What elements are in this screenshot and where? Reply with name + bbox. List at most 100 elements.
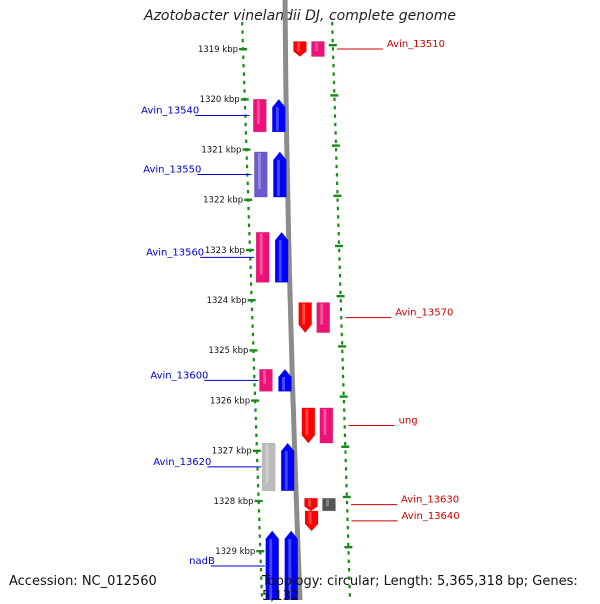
left-ruler-dot — [243, 89, 246, 93]
gene-avin-13550-box — [254, 151, 268, 198]
left-ruler-dot — [246, 190, 250, 194]
left-ruler-dot — [252, 358, 255, 362]
gene-nadb-arrow — [284, 530, 299, 600]
right-ruler-dot — [336, 206, 339, 211]
right-ruler-dot — [338, 274, 342, 278]
kbp-tick-label: 1319 kbp — [198, 45, 238, 55]
kbp-tick — [247, 299, 256, 302]
right-ruler-dot — [340, 316, 343, 320]
gene-avin-13540-box-shine — [256, 100, 260, 124]
left-ruler-dot — [247, 206, 250, 211]
left-ruler-dot — [242, 72, 245, 76]
left-ruler-dot — [255, 442, 258, 446]
gene-avin-13640-arrow — [304, 510, 319, 532]
right-ruler-dot — [332, 72, 335, 76]
right-ruler-dot — [345, 500, 349, 505]
kbp-tick-label: 1323 kbp — [205, 246, 245, 256]
right-ruler-dot — [335, 173, 338, 177]
gene-avin-13510-arrow — [293, 41, 307, 57]
kbp-tick — [254, 499, 263, 503]
right-ruler-dot — [334, 131, 337, 135]
left-ruler-dot — [248, 232, 251, 236]
right-ruler-dot — [332, 64, 335, 68]
gene-ung-label: ung — [399, 416, 418, 427]
right-ruler-dot — [341, 366, 344, 370]
left-ruler-dot — [242, 64, 245, 68]
left-ruler-dot — [252, 341, 255, 345]
kbp-tick — [249, 349, 258, 352]
left-ruler-dot — [258, 534, 261, 538]
left-ruler-dot — [250, 282, 253, 286]
left-ruler-dot — [245, 139, 248, 143]
kbp-tick-label: 1321 kbp — [201, 145, 241, 155]
right-ruler-tick — [344, 546, 353, 549]
right-ruler-dot — [336, 181, 339, 185]
right-ruler-dot — [342, 374, 345, 379]
map-title: Azotobacter vinelandii DJ, complete geno… — [144, 8, 456, 24]
gene-avin-13510-box — [311, 41, 325, 57]
right-ruler-dot — [334, 139, 337, 143]
left-ruler-dot — [250, 290, 253, 295]
left-ruler-dot — [250, 307, 254, 311]
right-ruler-dot — [335, 156, 338, 160]
kbp-tick-label: 1325 kbp — [208, 346, 248, 356]
left-ruler-dot — [260, 593, 263, 597]
left-ruler-dot — [254, 408, 257, 412]
right-ruler-dot — [346, 526, 349, 530]
left-ruler-dot — [244, 131, 247, 135]
right-ruler-dot — [339, 307, 343, 311]
right-ruler — [331, 22, 351, 597]
gene-avin-13540-box — [253, 98, 267, 133]
left-ruler-dot — [258, 526, 261, 530]
right-ruler-dot — [343, 408, 346, 412]
gene-avin-13600-label: Avin_13600 — [150, 370, 208, 381]
left-ruler-dot — [254, 416, 257, 421]
gene-avin-13560-arrow-shine — [278, 240, 282, 282]
right-ruler-dot — [340, 332, 343, 337]
kbp-tick-label: 1328 kbp — [214, 497, 254, 507]
gene-avin-13630-label: Avin_13630 — [401, 495, 459, 506]
right-ruler-dot — [343, 433, 346, 437]
right-ruler-dot — [332, 80, 336, 85]
right-ruler-dot — [331, 22, 334, 26]
right-ruler-dot — [341, 341, 344, 345]
gene-avin-13570-label: Avin_13570 — [395, 308, 453, 319]
gene-avin-13620-arrow-shine — [284, 451, 288, 490]
left-ruler-dot — [245, 156, 248, 160]
left-ruler — [241, 22, 263, 597]
left-ruler-dot — [241, 22, 244, 26]
right-ruler-dot — [336, 198, 339, 202]
right-ruler-tick — [338, 345, 347, 348]
left-ruler-dot — [241, 38, 244, 43]
right-ruler-dot — [347, 542, 350, 547]
backbone-line — [282, 0, 303, 600]
left-ruler-dot — [258, 517, 261, 521]
right-ruler-dot — [346, 509, 349, 513]
left-ruler-dot — [257, 484, 260, 488]
gene-avin-13540-label: Avin_13540 — [141, 106, 199, 117]
left-ruler-dot — [251, 332, 254, 337]
left-ruler-dot — [255, 433, 258, 437]
left-ruler-dot — [259, 551, 262, 555]
right-ruler-dot — [339, 282, 342, 286]
gene-avin-13600-arrow-shine — [282, 377, 285, 391]
gene-avin-13510-arrow-shine — [297, 42, 300, 52]
left-ruler-dot — [252, 366, 256, 370]
right-ruler-dot — [344, 458, 347, 463]
gene-avin-13550-arrow — [273, 151, 287, 198]
right-ruler-dot — [345, 492, 348, 496]
right-ruler-dot — [344, 467, 348, 471]
right-ruler-dot — [332, 55, 335, 59]
gene-avin-13600-box — [259, 368, 273, 392]
left-ruler-dot — [255, 450, 258, 454]
kbp-tick-label: 1327 kbp — [212, 447, 252, 457]
left-ruler-dot — [249, 274, 252, 278]
gene-avin-13630-box — [322, 497, 336, 512]
right-ruler-dot — [348, 576, 351, 580]
left-ruler-dot — [260, 584, 263, 589]
kbp-tick — [240, 98, 249, 101]
right-ruler-dot — [340, 324, 343, 328]
right-ruler-dot — [342, 391, 345, 395]
right-ruler-dot — [348, 593, 351, 597]
gene-avin-13510-label: Avin_13510 — [387, 39, 445, 50]
